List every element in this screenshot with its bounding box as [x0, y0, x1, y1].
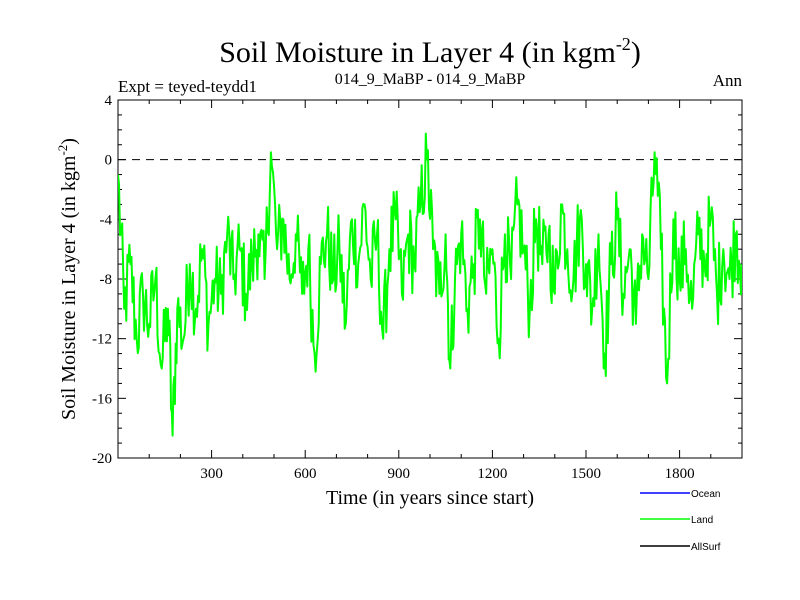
x-tick-label: 900 [388, 466, 411, 482]
x-tick-label: 1500 [571, 466, 601, 482]
subtitle-right: Ann [713, 71, 743, 90]
legend-label-allsurf: AllSurf [691, 542, 721, 553]
axis-tick-labels: 300 600 900 1200 1500 1800 4 0 -4 -8 -12 -16 -20 [92, 93, 695, 482]
subtitle-center: 014_9_MaBP - 014_9_MaBP [335, 71, 526, 88]
x-tick-label: 1200 [477, 466, 507, 482]
y-tick-label: -20 [92, 451, 112, 467]
y-tick-label: -12 [92, 332, 112, 348]
axis-ticks [118, 100, 742, 458]
y-tick-label: -4 [100, 212, 113, 228]
legend-label-ocean: Ocean [691, 489, 720, 500]
y-tick-label: 4 [105, 93, 113, 109]
legend-label-land: Land [691, 515, 713, 526]
x-axis-label: Time (in years since start) [326, 487, 534, 509]
subtitle-left: Expt = teyed-teydd1 [118, 77, 257, 96]
x-tick-label: 300 [200, 466, 223, 482]
legend: Ocean Land AllSurf [640, 489, 721, 553]
y-tick-label: 0 [105, 153, 113, 169]
y-axis-label: Soil Moisture in Layer 4 (in kgm-2) [55, 138, 80, 420]
y-tick-label: -16 [92, 391, 112, 407]
x-tick-label: 1800 [665, 466, 695, 482]
y-tick-label: -8 [100, 272, 113, 288]
chart-title: Soil Moisture in Layer 4 (in kgm-2) [219, 34, 641, 69]
x-tick-label: 600 [294, 466, 317, 482]
series-line-land [118, 132, 742, 437]
